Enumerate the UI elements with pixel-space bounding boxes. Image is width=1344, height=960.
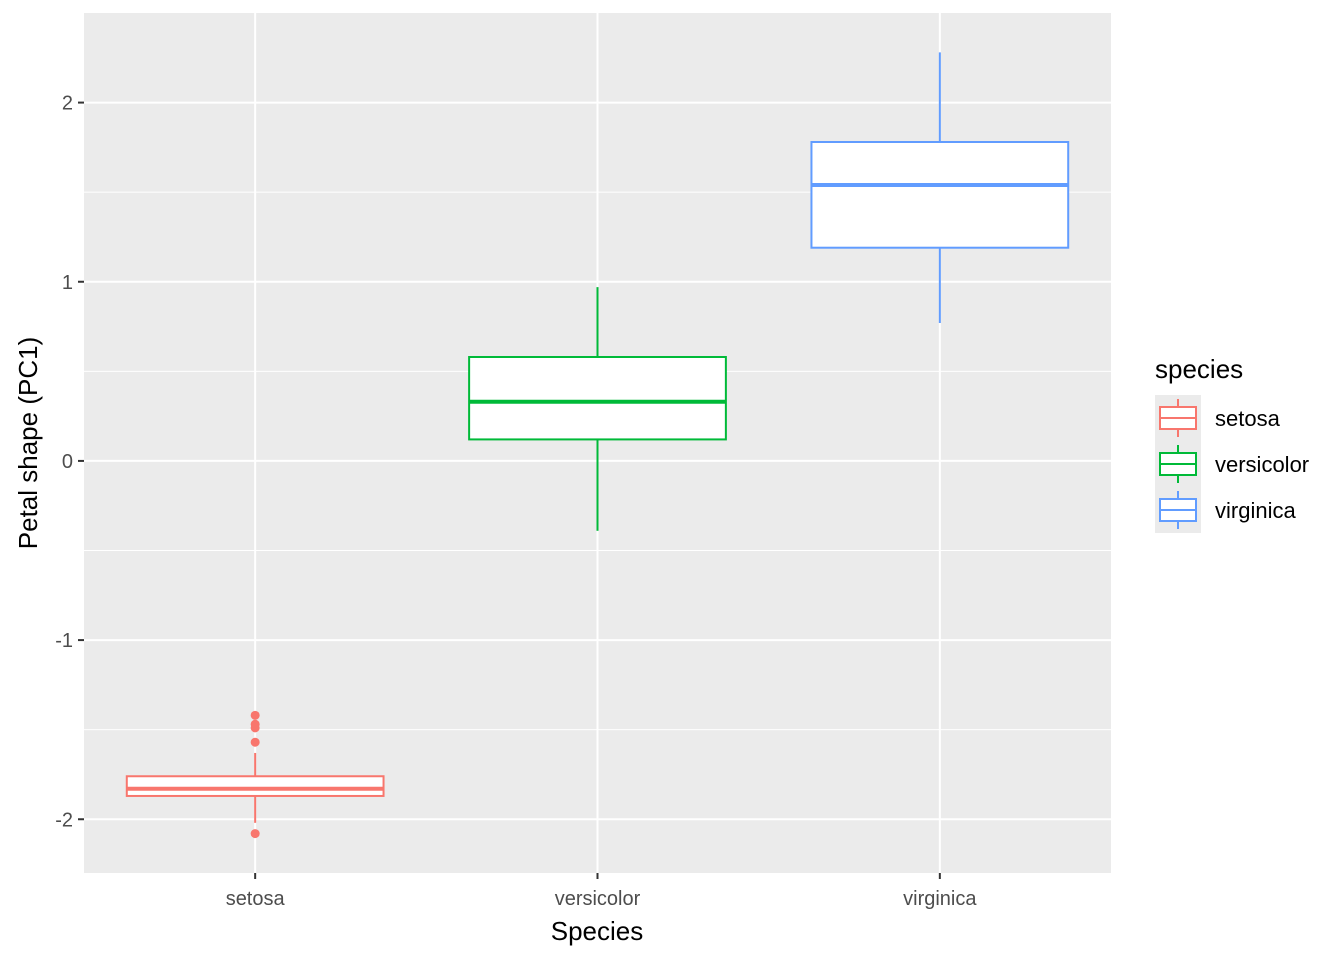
- y-axis-title: Petal shape (PC1): [13, 337, 43, 549]
- box-body: [125, 775, 385, 797]
- y-tick-label: 0: [62, 451, 73, 473]
- y-tick-label: -2: [55, 809, 73, 831]
- y-tick-label: -1: [55, 630, 73, 652]
- boxplot-marks: [125, 52, 1070, 839]
- box-setosa: [125, 710, 385, 839]
- x-tick-label: virginica: [903, 888, 977, 910]
- legend-label: setosa: [1215, 406, 1281, 431]
- legend-label: versicolor: [1215, 452, 1309, 477]
- box-versicolor: [468, 287, 727, 531]
- outlier-point: [250, 829, 260, 839]
- outlier-point: [250, 723, 260, 733]
- legend-title: species: [1155, 354, 1243, 384]
- legend-item-virginica: virginica: [1155, 487, 1296, 533]
- outlier-point: [250, 710, 260, 720]
- x-tick-label: setosa: [226, 888, 286, 910]
- box-virginica: [810, 52, 1070, 323]
- x-axis: setosa versicolor virginica: [226, 873, 977, 910]
- x-tick-label: versicolor: [555, 888, 641, 910]
- x-axis-title: Species: [551, 916, 644, 946]
- y-tick-label: 2: [62, 93, 73, 115]
- legend-item-setosa: setosa: [1155, 395, 1281, 441]
- box-body: [468, 356, 727, 441]
- y-axis: -2 -1 0 1 2: [55, 93, 84, 831]
- legend-label: virginica: [1215, 498, 1296, 523]
- box-body: [810, 141, 1070, 249]
- legend: species setosa versicolor virginica: [1155, 354, 1309, 533]
- legend-item-versicolor: versicolor: [1155, 441, 1309, 487]
- outlier-point: [250, 737, 260, 747]
- y-tick-label: 1: [62, 272, 73, 294]
